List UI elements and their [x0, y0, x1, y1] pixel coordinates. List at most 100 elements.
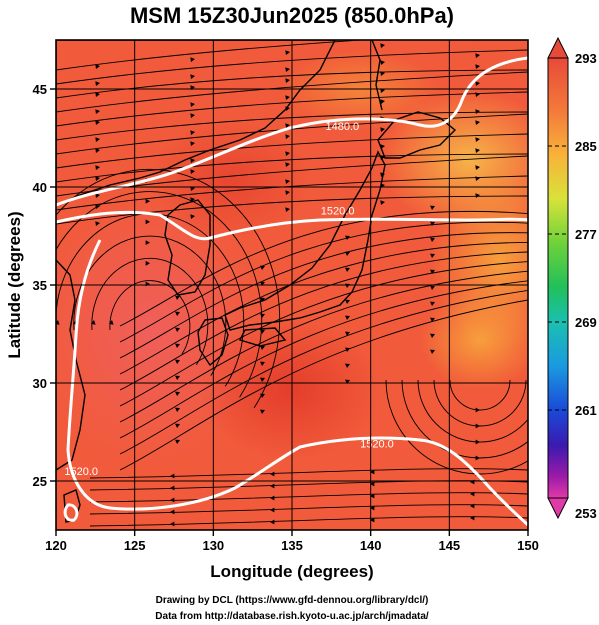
streamline — [56, 69, 528, 99]
coastline-kyushu — [197, 317, 229, 367]
x-axis-title: Longitude (degrees) — [210, 562, 373, 581]
streamline-arrow — [95, 193, 100, 198]
streamline-arrow — [56, 320, 60, 325]
streamline-arrow — [145, 260, 150, 266]
x-axis-ticks: 120 125 130 135 140 145 150 — [45, 530, 539, 553]
streamline-arrow — [260, 361, 265, 367]
hot-region-south — [200, 320, 380, 460]
streamline — [56, 175, 528, 211]
streamline — [119, 270, 528, 423]
streamline-arrow — [345, 347, 350, 353]
streamline-arrow — [430, 317, 435, 323]
streamline-arrow — [190, 141, 195, 146]
streamline-arrow — [190, 214, 195, 219]
colorbar-label: 261 — [575, 403, 597, 418]
streamline — [89, 468, 528, 479]
streamline-arrow — [475, 423, 480, 429]
streamline-arrow — [190, 113, 195, 118]
streamline-arrow — [370, 517, 375, 523]
streamline-arrow — [430, 205, 435, 211]
streamline-arrow — [475, 109, 480, 114]
streamline-arrow — [345, 363, 350, 369]
streamline-arrow — [370, 469, 375, 475]
streamline-arrow — [95, 221, 100, 226]
streamline — [119, 261, 528, 407]
streamline-arrow — [190, 169, 195, 174]
streamline-arrow — [430, 237, 435, 243]
streamline-arrow — [470, 491, 475, 497]
streamline — [119, 232, 528, 359]
streamline-arrow — [345, 235, 350, 241]
colorbar-bottom-arrow — [547, 497, 569, 520]
streamline — [56, 49, 528, 85]
streamline — [119, 251, 528, 391]
streamline-arrow — [170, 521, 175, 527]
streamline-arrow — [475, 176, 480, 181]
colorbar: 293 285 277 269 261 253 — [547, 36, 597, 521]
streamline-arrow — [285, 123, 290, 128]
y-axis-title: Latitude (degrees) — [5, 211, 24, 358]
colorbar-label: 285 — [575, 139, 597, 154]
streamline-arrow — [430, 285, 435, 291]
streamline-arrow — [475, 92, 480, 97]
streamline-arrow — [90, 320, 96, 325]
coastline-hokkaido — [377, 111, 457, 159]
colorbar-label: 277 — [575, 227, 597, 242]
contour-label: 1520.0 — [64, 466, 98, 478]
streamline — [119, 280, 528, 439]
contour-label: 1480.0 — [326, 121, 360, 133]
streamline-arrow — [285, 134, 290, 139]
streamline-arrow — [260, 377, 265, 383]
colorbar-label: 293 — [575, 51, 597, 66]
streamline-arrow — [380, 200, 385, 205]
streamline-arrow — [345, 251, 350, 257]
streamline-arrow — [37, 320, 42, 325]
streamline — [56, 191, 263, 398]
streamline-arrow — [95, 64, 100, 69]
x-tick-label: 150 — [517, 538, 539, 553]
streamline-arrow — [270, 519, 275, 525]
x-tick-label: 145 — [438, 538, 460, 553]
streamline — [119, 299, 528, 471]
y-tick-label: 25 — [33, 474, 47, 489]
streamline-arrow — [430, 349, 435, 355]
streamline-arrow — [145, 219, 150, 225]
streamline-arrow — [95, 137, 100, 142]
streamline-arrow — [345, 379, 350, 385]
streamline-arrow — [380, 99, 385, 104]
streamline — [56, 91, 528, 127]
streamline-arrow — [475, 53, 480, 58]
streamline-arrow — [270, 495, 275, 501]
hot-region-sea-of-japan — [150, 120, 310, 240]
streamline-arrow — [190, 130, 195, 135]
credit-data: Data from http://database.rish.kyoto-u.a… — [155, 611, 429, 622]
streamline-arrow — [285, 190, 290, 195]
streamline — [385, 379, 528, 475]
streamline-arrow — [345, 331, 350, 337]
streamline — [89, 504, 528, 515]
streamline-arrow — [470, 503, 475, 509]
streamline-arrow — [190, 102, 195, 107]
streamline-arrow — [430, 269, 435, 275]
streamline — [89, 516, 528, 527]
streamline-arrow — [95, 165, 100, 170]
colorbar-labels: 293 285 277 269 261 253 — [548, 51, 597, 521]
warm-region-southeast — [420, 290, 528, 390]
contour-1520-south-line — [66, 239, 528, 527]
colorbar-top-arrow — [547, 36, 569, 59]
streamline — [449, 379, 511, 411]
streamline-arrow — [380, 127, 385, 132]
y-axis-ticks: 25 30 35 40 45 — [33, 82, 56, 489]
streamline-arrow — [430, 333, 435, 339]
streamline-arrow — [370, 481, 375, 487]
streamline-arrow — [175, 359, 180, 365]
streamline-arrow — [475, 407, 480, 413]
y-tick-label: 40 — [33, 180, 47, 195]
colorbar-gradient — [547, 57, 569, 499]
streamline-arrow — [175, 327, 180, 333]
streamline-arrow — [285, 50, 290, 55]
streamline-arrow — [260, 265, 265, 271]
streamline-arrow — [475, 439, 480, 445]
x-tick-label: 125 — [124, 538, 146, 553]
streamline-arrow — [345, 315, 350, 321]
